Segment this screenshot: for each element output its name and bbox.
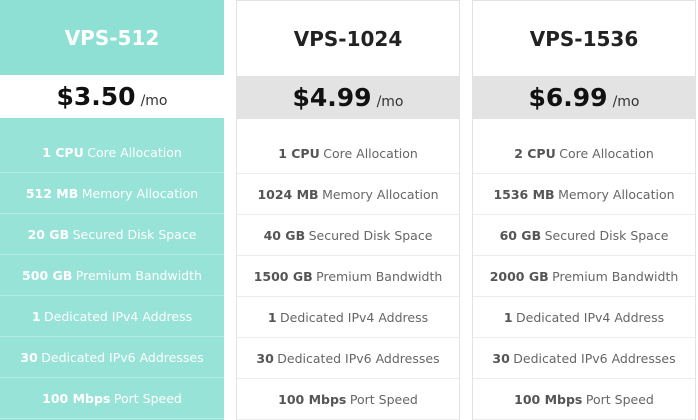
- feature-row: 1500 GB Premium Bandwidth: [237, 256, 459, 297]
- price-period: /mo: [612, 94, 640, 110]
- feature-value: 2000 GB: [489, 268, 549, 284]
- price-amount: $4.99: [292, 83, 372, 112]
- feature-row: 2000 GB Premium Bandwidth: [473, 256, 695, 297]
- feature-value: 1 CPU: [278, 145, 320, 161]
- feature-value: 30: [256, 350, 274, 366]
- feature-value: 100 Mbps: [42, 390, 111, 406]
- plan-column: VPS-1536 $6.99/mo 2 CPU Core Allocation 1536…: [472, 0, 696, 420]
- price-period: /mo: [376, 94, 404, 110]
- feature-label: Premium Bandwidth: [75, 267, 202, 283]
- feature-label: Premium Bandwidth: [552, 268, 679, 284]
- plan-header: VPS-512: [0, 0, 224, 75]
- price-amount: $6.99: [528, 83, 608, 112]
- feature-row: 100 Mbps Port Speed: [0, 378, 224, 419]
- feature-row: 60 GB Secured Disk Space: [473, 215, 695, 256]
- feature-label: Port Speed: [349, 391, 418, 407]
- plan-name: VPS-1024: [293, 26, 403, 51]
- feature-row: 1 Dedicated IPv4 Address: [473, 297, 695, 338]
- price-amount: $3.50: [56, 82, 136, 111]
- feature-value: 1500 GB: [253, 268, 313, 284]
- feature-label: Dedicated IPv6 Addresses: [277, 350, 440, 366]
- feature-row: 40 GB Secured Disk Space: [237, 215, 459, 256]
- feature-row: 100 Mbps Port Speed: [237, 379, 459, 420]
- feature-label: Memory Allocation: [558, 186, 675, 202]
- feature-row: 1 CPU Core Allocation: [0, 132, 224, 173]
- feature-value: 100 Mbps: [278, 391, 347, 407]
- feature-row: 2 CPU Core Allocation: [473, 133, 695, 174]
- feature-row: 1 Dedicated IPv4 Address: [237, 297, 459, 338]
- feature-value: 512 MB: [25, 185, 79, 201]
- feature-row: 100 Mbps Port Speed: [473, 379, 695, 420]
- plan-header: VPS-1536: [473, 1, 695, 76]
- feature-row: 1 Dedicated IPv4 Address: [0, 296, 224, 337]
- feature-label: Secured Disk Space: [544, 227, 669, 243]
- plan-name: VPS-1536: [529, 26, 639, 51]
- feature-row: 30 Dedicated IPv6 Addresses: [473, 338, 695, 379]
- feature-list: 2 CPU Core Allocation 1536 MB Memory Alloca…: [473, 119, 695, 420]
- feature-value: 100 Mbps: [514, 391, 583, 407]
- feature-label: Port Speed: [585, 391, 654, 407]
- plan-column: VPS-512 $3.50/mo 1 CPU Core Allocation 512 M…: [0, 0, 224, 420]
- price-row: $6.99/mo: [473, 76, 695, 119]
- feature-value: 1024 MB: [257, 186, 319, 202]
- price-period: /mo: [140, 93, 168, 109]
- feature-label: Core Allocation: [559, 145, 654, 161]
- feature-row: 30 Dedicated IPv6 Addresses: [237, 338, 459, 379]
- feature-label: Secured Disk Space: [308, 227, 433, 243]
- feature-value: 1536 MB: [493, 186, 555, 202]
- feature-row: 1536 MB Memory Allocation: [473, 174, 695, 215]
- price-row: $3.50/mo: [0, 75, 224, 118]
- feature-label: Premium Bandwidth: [316, 268, 443, 284]
- plan-header: VPS-1024: [237, 1, 459, 76]
- feature-label: Dedicated IPv4 Address: [516, 309, 665, 325]
- feature-row: 512 MB Memory Allocation: [0, 173, 224, 214]
- feature-value: 40 GB: [263, 227, 306, 243]
- feature-value: 60 GB: [499, 227, 542, 243]
- price-row: $4.99/mo: [237, 76, 459, 119]
- plan-name: VPS-512: [64, 25, 160, 50]
- feature-value: 2 CPU: [514, 145, 556, 161]
- feature-row: 1 CPU Core Allocation: [237, 133, 459, 174]
- plan-column: VPS-1024 $4.99/mo 1 CPU Core Allocation 1024…: [236, 0, 460, 420]
- feature-label: Core Allocation: [323, 145, 418, 161]
- feature-row: 20 GB Secured Disk Space: [0, 214, 224, 255]
- feature-row: 1024 MB Memory Allocation: [237, 174, 459, 215]
- feature-value: 500 GB: [22, 267, 73, 283]
- feature-label: Memory Allocation: [322, 186, 439, 202]
- feature-value: 1 CPU: [42, 144, 84, 160]
- feature-value: 1: [503, 309, 513, 325]
- feature-label: Dedicated IPv4 Address: [44, 308, 193, 324]
- feature-list: 1 CPU Core Allocation 1024 MB Memory Alloca…: [237, 119, 459, 420]
- feature-label: Dedicated IPv4 Address: [280, 309, 429, 325]
- feature-label: Core Allocation: [87, 144, 182, 160]
- feature-label: Secured Disk Space: [72, 226, 197, 242]
- feature-row: 30 Dedicated IPv6 Addresses: [0, 337, 224, 378]
- feature-value: 30: [492, 350, 510, 366]
- feature-label: Port Speed: [113, 390, 182, 406]
- feature-list: 1 CPU Core Allocation 512 MB Memory Allocat…: [0, 118, 224, 419]
- feature-value: 30: [20, 349, 38, 365]
- feature-value: 20 GB: [27, 226, 70, 242]
- feature-label: Dedicated IPv6 Addresses: [41, 349, 204, 365]
- feature-value: 1: [31, 308, 41, 324]
- feature-label: Dedicated IPv6 Addresses: [513, 350, 676, 366]
- feature-label: Memory Allocation: [81, 185, 199, 201]
- feature-value: 1: [267, 309, 277, 325]
- feature-row: 500 GB Premium Bandwidth: [0, 255, 224, 296]
